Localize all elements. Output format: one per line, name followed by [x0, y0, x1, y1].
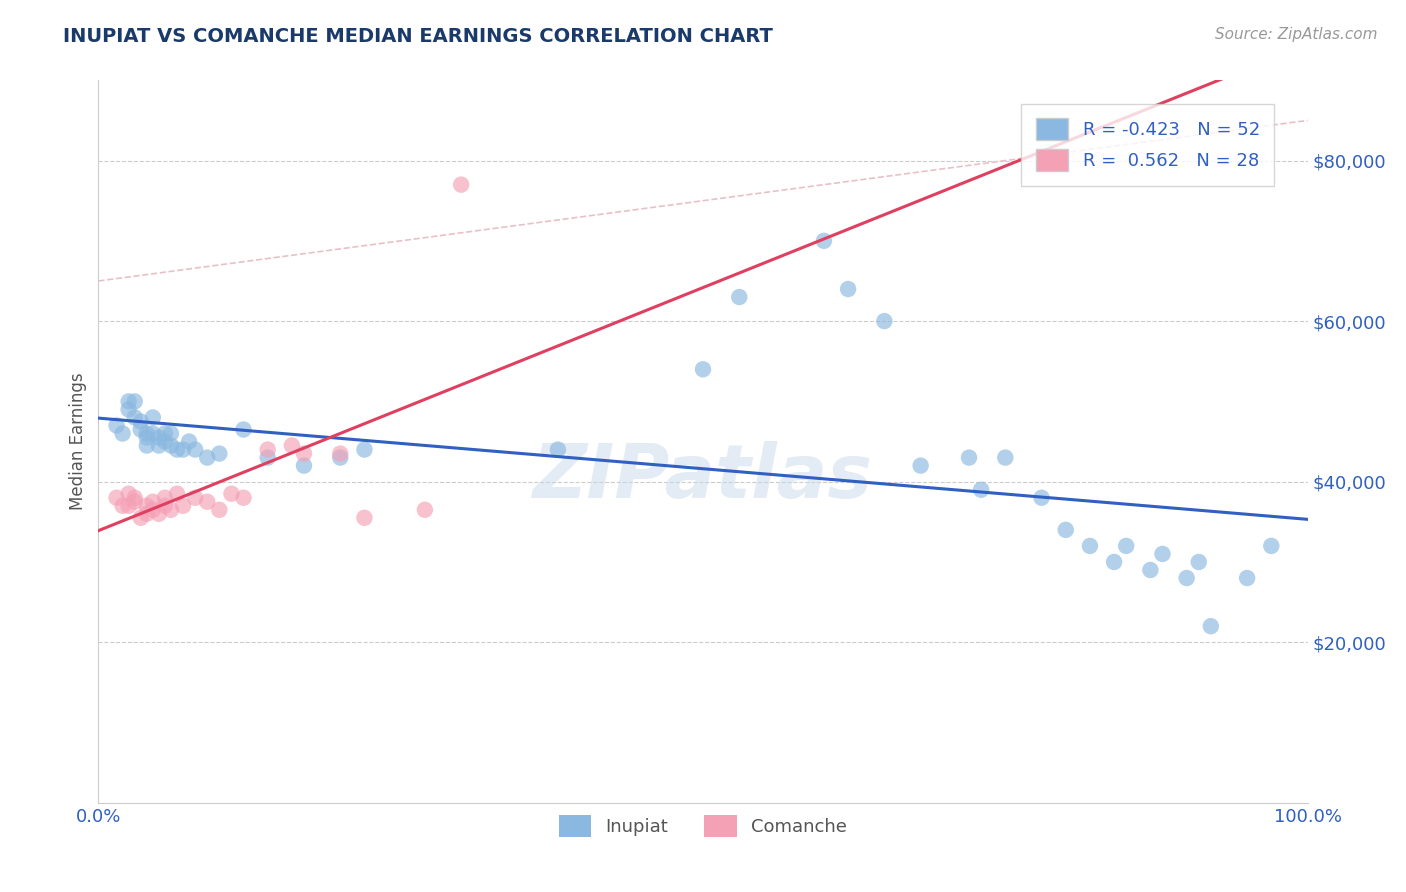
Point	[172, 499, 194, 513]
Point	[970, 483, 993, 497]
Point	[292, 458, 315, 473]
Point	[153, 426, 176, 441]
Point	[153, 491, 176, 505]
Point	[166, 486, 188, 500]
Point	[118, 499, 141, 513]
Point	[124, 494, 146, 508]
Point	[105, 418, 128, 433]
Text: ZIPatlas: ZIPatlas	[533, 442, 873, 514]
Point	[179, 434, 201, 449]
Point	[1260, 539, 1282, 553]
Point	[353, 442, 375, 457]
Point	[135, 438, 157, 452]
Point	[153, 434, 176, 449]
Point	[129, 510, 152, 524]
Point	[873, 314, 896, 328]
Point	[232, 491, 254, 505]
Point	[142, 494, 165, 508]
Point	[184, 442, 207, 457]
Point	[256, 442, 278, 457]
Point	[1102, 555, 1125, 569]
Point	[413, 502, 436, 516]
Point	[813, 234, 835, 248]
Point	[135, 507, 157, 521]
Point	[1199, 619, 1222, 633]
Point	[166, 442, 188, 457]
Point	[1236, 571, 1258, 585]
Point	[910, 458, 932, 473]
Point	[129, 422, 152, 436]
Point	[111, 426, 134, 441]
Point	[118, 394, 141, 409]
Point	[153, 499, 176, 513]
Point	[547, 442, 569, 457]
Point	[124, 410, 146, 425]
Point	[837, 282, 859, 296]
Point	[329, 446, 352, 460]
Point	[292, 446, 315, 460]
Point	[111, 499, 134, 513]
Point	[118, 402, 141, 417]
Point	[1188, 555, 1211, 569]
Point	[148, 507, 170, 521]
Y-axis label: Median Earnings: Median Earnings	[69, 373, 87, 510]
Point	[1175, 571, 1198, 585]
Point	[135, 499, 157, 513]
Text: Source: ZipAtlas.com: Source: ZipAtlas.com	[1215, 27, 1378, 42]
Point	[148, 430, 170, 444]
Point	[1139, 563, 1161, 577]
Point	[232, 422, 254, 436]
Point	[1078, 539, 1101, 553]
Point	[118, 486, 141, 500]
Point	[195, 450, 218, 465]
Point	[994, 450, 1017, 465]
Point	[124, 394, 146, 409]
Point	[142, 426, 165, 441]
Point	[172, 442, 194, 457]
Point	[142, 410, 165, 425]
Point	[208, 446, 231, 460]
Point	[1115, 539, 1137, 553]
Point	[1054, 523, 1077, 537]
Point	[195, 494, 218, 508]
Point	[184, 491, 207, 505]
Point	[160, 438, 183, 452]
Legend: Inupiat, Comanche: Inupiat, Comanche	[551, 808, 855, 845]
Point	[142, 502, 165, 516]
Point	[1031, 491, 1053, 505]
Point	[129, 414, 152, 428]
Point	[124, 491, 146, 505]
Point	[105, 491, 128, 505]
Point	[256, 450, 278, 465]
Point	[728, 290, 751, 304]
Point	[135, 430, 157, 444]
Point	[1152, 547, 1174, 561]
Point	[148, 438, 170, 452]
Point	[160, 426, 183, 441]
Text: INUPIAT VS COMANCHE MEDIAN EARNINGS CORRELATION CHART: INUPIAT VS COMANCHE MEDIAN EARNINGS CORR…	[63, 27, 773, 45]
Point	[353, 510, 375, 524]
Point	[281, 438, 304, 452]
Point	[692, 362, 714, 376]
Point	[450, 178, 472, 192]
Point	[208, 502, 231, 516]
Point	[329, 450, 352, 465]
Point	[221, 486, 243, 500]
Point	[957, 450, 980, 465]
Point	[160, 502, 183, 516]
Point	[135, 426, 157, 441]
